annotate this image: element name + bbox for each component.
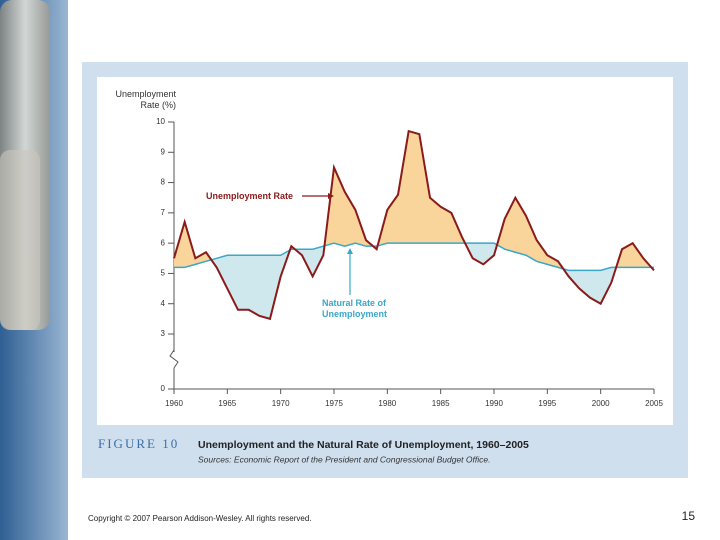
annotation-arrowhead (347, 248, 353, 254)
figure-title: Unemployment and the Natural Rate of Une… (198, 439, 529, 451)
annotation: Unemployment Rate (206, 191, 294, 201)
x-tick-label: 1985 (432, 399, 450, 408)
y-tick-label: 10 (156, 117, 165, 126)
x-tick-label: 2000 (592, 399, 610, 408)
annotation-arrowhead (328, 193, 334, 199)
y-tick-label: 8 (161, 178, 166, 187)
x-tick-label: 1965 (218, 399, 236, 408)
y-tick-label: 4 (161, 299, 166, 308)
y-tick-label: 3 (161, 329, 166, 338)
annotation: Natural Rate of Unemployment (322, 298, 388, 319)
axis-break (169, 349, 179, 369)
series-line (173, 129, 655, 321)
figure-label: FIGURE 10 (98, 436, 179, 451)
axis-break-gap (171, 352, 177, 368)
x-tick-label: 1970 (272, 399, 290, 408)
series-line (174, 242, 654, 272)
x-tick-label: 1990 (485, 399, 503, 408)
y-tick-label: 7 (161, 208, 166, 217)
copyright: Copyright © 2007 Pearson Addison-Wesley.… (88, 514, 312, 523)
area-above (174, 131, 654, 271)
x-tick-label: 1960 (165, 399, 183, 408)
x-tick-label: 2005 (645, 399, 663, 408)
y-tick-label: 9 (161, 147, 166, 156)
x-tick-label: 1980 (378, 399, 396, 408)
y-tick-label: 0 (161, 384, 166, 393)
y-tick-label: 6 (161, 238, 166, 247)
x-tick-label: 1975 (325, 399, 343, 408)
page-number: 15 (682, 509, 696, 523)
y-axis-label: Unemployment Rate (%) (115, 89, 176, 110)
y-tick-label: 5 (161, 269, 166, 278)
coins (0, 0, 50, 330)
x-tick-label: 1995 (538, 399, 556, 408)
sources: Sources: Economic Report of the Presiden… (198, 454, 490, 464)
